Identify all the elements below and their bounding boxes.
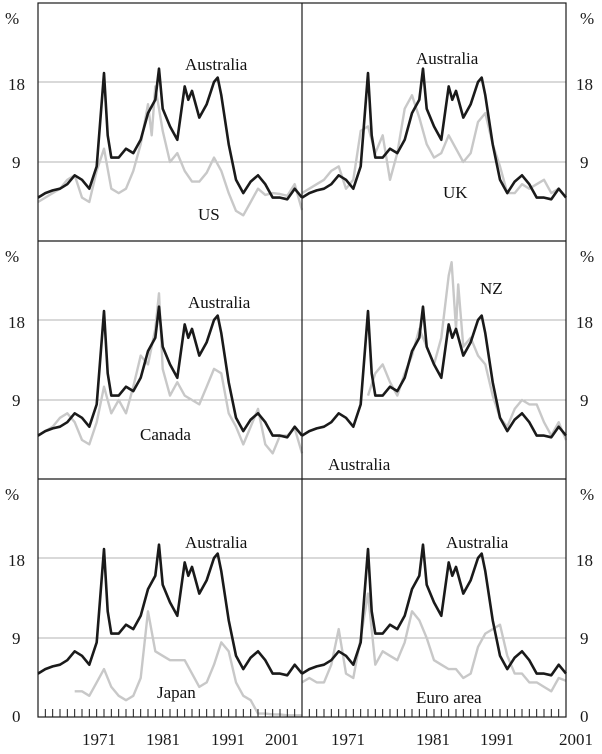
y-tick-label: 18 [576,313,593,332]
series-line-comparison [37,292,304,455]
unit-label: % [5,247,19,266]
series-line-australia [37,543,304,677]
y-tick-label: 0 [12,707,21,726]
series-label-australia: Australia [416,49,479,68]
y-tick-label: 18 [576,75,593,94]
x-tick-label: 2001 [559,730,593,749]
series-label-australia: Australia [188,293,251,312]
series-line-australia [37,305,304,439]
unit-label: % [580,247,594,266]
unit-label: % [5,9,19,28]
y-tick-label: 9 [12,153,21,172]
unit-label: % [5,485,19,504]
series-line-australia [301,305,568,439]
series-line-comparison [366,261,568,441]
x-tick-label: 1981 [146,730,180,749]
unit-label: % [580,485,594,504]
x-tick-label: 2001 [265,730,299,749]
series-label-australia: Australia [446,533,509,552]
unit-label: % [580,9,594,28]
series-line-australia [37,67,304,201]
x-tick-label: 1971 [331,730,365,749]
x-tick-label: 1971 [82,730,116,749]
y-tick-label: 18 [576,551,593,570]
series-line-comparison [37,85,304,217]
series-label-nz: NZ [480,279,503,298]
series-label-japan: Japan [157,683,196,702]
series-line-comparison [301,592,567,693]
series-label-euro-area: Euro area [416,688,482,707]
y-tick-label: 9 [12,391,21,410]
y-tick-label: 9 [12,629,21,648]
series-label-australia: Australia [328,455,391,474]
x-tick-label: 1991 [480,730,514,749]
series-label-us: US [198,205,220,224]
series-line-australia [301,67,568,201]
series-line-australia [301,543,568,677]
y-tick-label: 9 [580,153,589,172]
chart-frame [37,2,567,718]
y-tick-label: 9 [580,629,589,648]
series-label-australia: Australia [185,55,248,74]
y-tick-label: 18 [8,75,25,94]
series-layer [37,67,568,717]
series-label-uk: UK [443,183,468,202]
y-tick-label: 18 [8,551,25,570]
y-tick-label: 9 [580,391,589,410]
series-line-comparison [74,610,302,717]
x-tick-label: 1991 [211,730,245,749]
series-label-australia: Australia [185,533,248,552]
series-line-comparison [301,94,567,199]
x-tick-label: 1981 [416,730,450,749]
y-tick-label: 18 [8,313,25,332]
y-tick-label: 0 [580,707,589,726]
series-label-canada: Canada [140,425,191,444]
